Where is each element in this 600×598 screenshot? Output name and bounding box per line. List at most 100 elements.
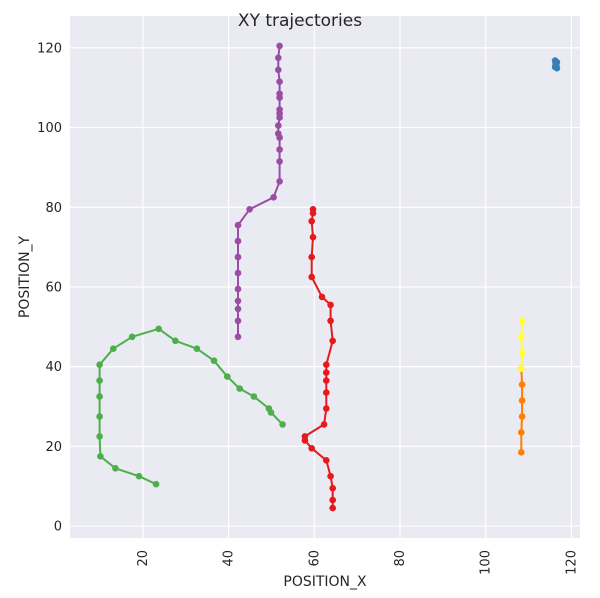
trajectory-series-6 xyxy=(551,57,561,72)
trajectory-point xyxy=(323,377,330,384)
trajectory-point xyxy=(236,385,243,392)
trajectory-point xyxy=(308,217,316,225)
trajectory-point xyxy=(327,472,334,480)
trajectory-point xyxy=(518,381,526,388)
trajectory-series-5 xyxy=(518,317,526,372)
trajectory-point xyxy=(193,345,201,353)
trajectory-point xyxy=(234,333,242,341)
trajectory-point xyxy=(518,349,526,357)
trajectory-point xyxy=(276,178,283,185)
trajectory-line xyxy=(520,320,524,369)
trajectory-point xyxy=(276,134,283,141)
trajectory-point xyxy=(518,365,525,372)
plot-background xyxy=(70,16,580,538)
trajectory-point xyxy=(234,305,242,313)
trajectory-point xyxy=(210,357,218,365)
y-tick-label: 40 xyxy=(45,360,62,375)
trajectory-point xyxy=(234,253,242,261)
trajectory-point xyxy=(275,66,282,74)
trajectory-point xyxy=(308,445,316,452)
trajectory-point xyxy=(234,221,242,229)
trajectory-point xyxy=(518,429,525,436)
y-tick-label: 100 xyxy=(37,121,62,136)
trajectory-point xyxy=(329,504,337,512)
x-tick-label: 60 xyxy=(307,550,322,567)
trajectory-point xyxy=(309,209,317,217)
y-tick-label: 80 xyxy=(45,201,62,216)
trajectory-point xyxy=(128,333,136,341)
trajectory-point xyxy=(96,413,103,420)
trajectory-point xyxy=(327,301,334,309)
x-tick-label: 120 xyxy=(564,550,579,575)
trajectory-point xyxy=(267,409,275,416)
trajectory-line xyxy=(520,368,524,453)
x-axis-label: POSITION_X xyxy=(283,574,367,590)
trajectory-point xyxy=(518,317,526,325)
trajectory-point xyxy=(275,122,282,129)
trajectory-point xyxy=(155,325,162,333)
trajectory-point xyxy=(276,78,283,85)
trajectory-point xyxy=(518,449,525,456)
trajectory-point xyxy=(112,465,119,472)
trajectory-point xyxy=(301,437,309,444)
trajectory-point xyxy=(323,369,330,376)
trajectory-point xyxy=(327,317,334,325)
trajectory-point xyxy=(320,421,328,428)
trajectory-point xyxy=(323,457,330,464)
y-axis-label: POSITION_Y xyxy=(17,235,33,318)
y-tick-label: 20 xyxy=(45,440,62,455)
trajectory-point xyxy=(224,373,231,380)
x-axis-ticks: 20 40 60 80 100 120 xyxy=(136,550,580,575)
trajectory-point xyxy=(276,114,283,121)
trajectory-point xyxy=(250,393,258,400)
trajectory-point xyxy=(110,345,117,353)
trajectory-point xyxy=(152,480,160,488)
trajectory-point xyxy=(279,421,286,428)
trajectory-point xyxy=(172,337,179,345)
trajectory-point xyxy=(97,453,104,460)
trajectory-point xyxy=(135,472,143,480)
trajectory-series-1 xyxy=(234,42,283,341)
trajectory-point xyxy=(329,496,337,504)
x-tick-label: 100 xyxy=(479,550,494,575)
trajectory-point xyxy=(275,54,282,62)
trajectory-point xyxy=(308,273,316,281)
trajectory-point xyxy=(276,158,283,165)
trajectory-point xyxy=(96,361,103,369)
trajectory-point xyxy=(308,253,316,261)
trajectory-point xyxy=(318,293,326,301)
trajectory-point xyxy=(276,146,283,153)
trajectory-point xyxy=(323,361,330,369)
trajectory-point xyxy=(323,405,330,412)
x-tick-label: 80 xyxy=(393,550,408,567)
trajectory-series-3 xyxy=(96,325,286,488)
trajectory-series-2 xyxy=(301,206,337,512)
trajectory-point xyxy=(276,94,283,101)
trajectory-point xyxy=(96,393,103,400)
chart-title: XY trajectories xyxy=(238,11,362,31)
y-axis-ticks: 0 20 40 60 80 100 120 xyxy=(37,41,62,534)
trajectory-point xyxy=(323,389,330,396)
x-tick-label: 20 xyxy=(136,550,151,567)
x-tick-label: 40 xyxy=(222,550,237,567)
trajectory-point xyxy=(329,484,337,492)
trajectory-point xyxy=(234,237,242,245)
trajectory-point xyxy=(518,333,525,341)
trajectory-point xyxy=(329,337,337,345)
trajectory-point xyxy=(246,206,253,213)
trajectory-point xyxy=(234,269,242,277)
trajectory-point xyxy=(518,413,526,420)
y-tick-label: 60 xyxy=(45,280,62,295)
trajectory-point xyxy=(234,297,242,305)
trajectory-point xyxy=(518,397,526,404)
series-layer xyxy=(96,42,561,512)
trajectory-point xyxy=(276,42,283,50)
trajectory-point xyxy=(96,433,103,440)
trajectory-point xyxy=(234,285,242,293)
trajectory-point xyxy=(234,317,242,325)
trajectory-point xyxy=(552,62,559,70)
y-tick-label: 120 xyxy=(37,41,62,56)
trajectory-point xyxy=(96,377,103,384)
y-tick-label: 0 xyxy=(54,520,62,535)
